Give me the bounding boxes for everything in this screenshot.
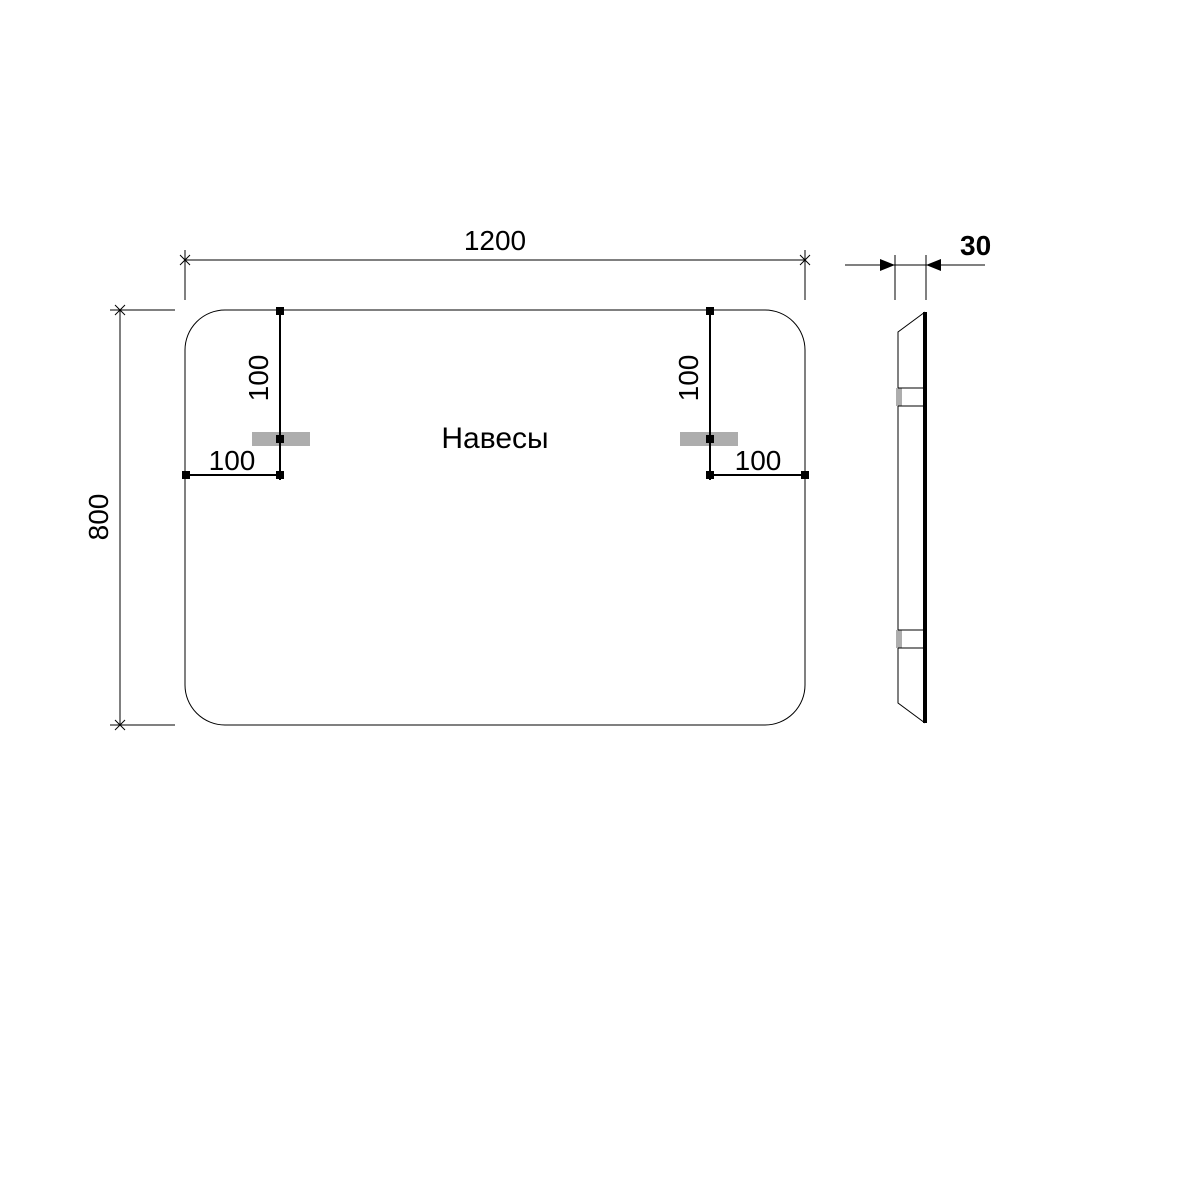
- technical-drawing: 1200 800 100 100 100 100 Навесы: [0, 0, 1200, 1200]
- dim-depth-label: 30: [960, 230, 991, 261]
- dim-width-label: 1200: [464, 225, 526, 256]
- side-view: [896, 312, 925, 723]
- dim-right-hanger-h: 100: [735, 445, 782, 476]
- center-label: Навесы: [441, 422, 548, 455]
- front-panel-outline: [185, 310, 805, 725]
- dim-right-hanger-v: 100: [673, 355, 704, 402]
- dim-left-hanger-h: 100: [209, 445, 256, 476]
- dim-height-label: 800: [83, 494, 114, 541]
- dim-left-hanger-v: 100: [243, 355, 274, 402]
